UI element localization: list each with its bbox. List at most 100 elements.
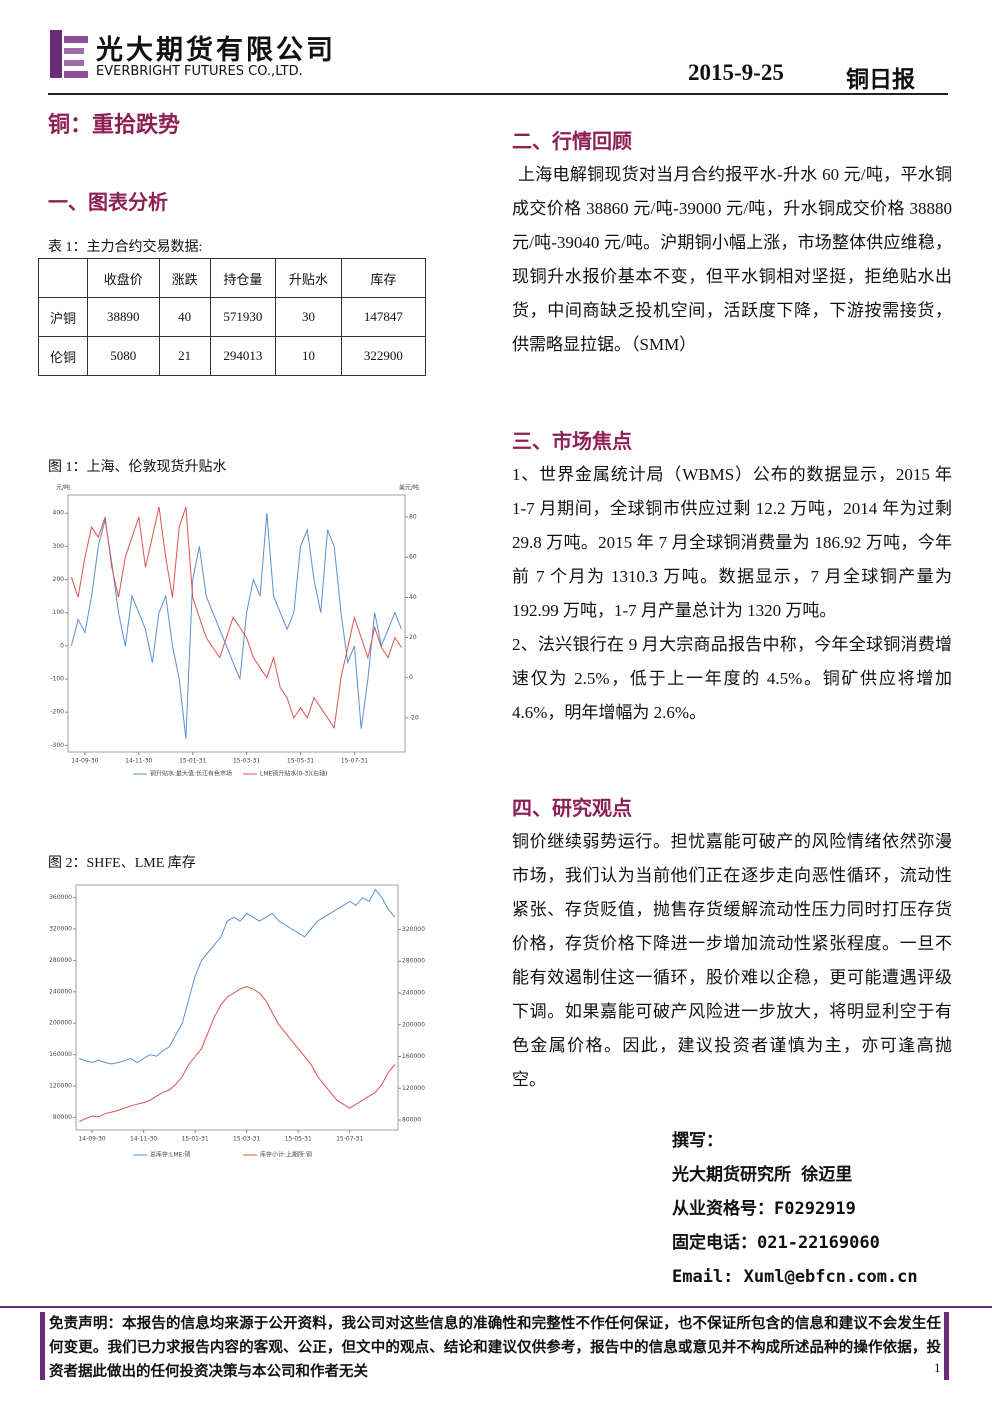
y-tick-label: 320000 <box>49 925 72 932</box>
x-tick-label: 14-09-30 <box>78 1136 105 1143</box>
y-tick-label: 360000 <box>49 894 72 901</box>
footer-rule <box>0 1306 992 1308</box>
figure-caption: 图 2：SHFE、LME 库存 <box>48 856 196 871</box>
x-tick-label: 14-11-30 <box>130 1136 157 1143</box>
disclaimer: 免责声明：本报告的信息均来源于公开资料，我公司对这些信息的准确性和完整性不作任何… <box>49 1316 941 1380</box>
paragraph: 铜价继续弱势运行。担忧嘉能可破产的风险情绪依然弥漫市场，我们认为当前他们正在逐步… <box>512 832 952 1089</box>
column-header: 收盘价 <box>86 258 160 298</box>
company-cn: 光大期货有限公司 <box>96 35 336 65</box>
legend-label: 库存小计:上期所:铜 <box>260 1151 312 1159</box>
logo-bar <box>64 36 88 43</box>
chart: 80000 120000 160000 200000 240000 280000 32000… <box>49 884 425 1159</box>
paragraph: 2、法兴银行在 9 月大宗商品报告中称，今年全球铜消费增速仅为 2.5%，低于上… <box>512 635 952 722</box>
author-block: 撰写： 光大期货研究所 徐迈里 从业资格号：F0292919 固定电话：021-221… <box>672 1124 918 1294</box>
table-caption: 表 1：主力合约交易数据: <box>48 240 203 255</box>
x-tick-label: 15-05-31 <box>285 1136 312 1143</box>
x-tick-label: 15-05-31 <box>287 758 314 765</box>
y2-tick-label: 280000 <box>402 958 425 965</box>
y-tick-label: 120000 <box>49 1083 72 1090</box>
x-tick-label: 15-01-31 <box>182 1136 209 1143</box>
table-cell: 294013 <box>209 336 277 376</box>
legend-label: LME铜升贴水(0-3)(右轴) <box>260 770 327 778</box>
x-tick-label: 15-03-31 <box>233 1136 260 1143</box>
table-cell: 10 <box>275 336 342 376</box>
series-line <box>78 986 396 1123</box>
y2-tick-label: 20 <box>409 634 417 641</box>
x-tick-label: 15-03-31 <box>233 758 260 765</box>
y-tick-label: 200000 <box>49 1020 72 1027</box>
row-header: 伦铜 <box>38 336 88 376</box>
author-line: 光大期货研究所 徐迈里 <box>672 1165 853 1185</box>
logo-bar <box>50 30 62 78</box>
page-number: 1 <box>934 1360 941 1375</box>
x-tick-label: 14-11-30 <box>125 758 152 765</box>
series-line <box>70 506 403 730</box>
y2-tick-label: 320000 <box>402 926 425 933</box>
logo <box>50 30 88 78</box>
table-cell: 147847 <box>340 297 427 337</box>
table-cell: 5080 <box>86 336 160 376</box>
paragraph: 1、世界金属统计局（WBMS）公布的数据显示，2015 年 1-7 月期间，全球… <box>512 465 952 620</box>
author-line: 固定电话：021-22169060 <box>672 1233 880 1253</box>
y-tick-label: -100 <box>50 676 64 683</box>
y-tick-label: 280000 <box>49 957 72 964</box>
section-body: 上海电解铜现货对当月合约报平水-升水 60 元/吨，平水铜成交价格 38860 … <box>512 158 952 362</box>
y-tick-label: -300 <box>50 742 64 749</box>
y-tick-label: -200 <box>50 709 64 716</box>
y-tick-label: 0 <box>60 642 64 649</box>
y-tick-label: 240000 <box>49 988 72 995</box>
section-body: 1、世界金属统计局（WBMS）公布的数据显示，2015 年 1-7 月期间，全球… <box>512 458 952 730</box>
column-header: 持仓量 <box>209 258 277 298</box>
table-cell: 322900 <box>340 336 427 376</box>
author-line: 从业资格号：F0292919 <box>672 1199 856 1219</box>
author-line: Email: Xuml@ebfcn.com.cn <box>672 1267 918 1287</box>
section-heading: 四、研究观点 <box>512 798 632 820</box>
author-line: 撰写： <box>672 1131 723 1151</box>
table-cell: 40 <box>158 297 211 337</box>
x-tick-label: 15-01-31 <box>179 758 206 765</box>
section-heading: 一、图表分析 <box>48 192 168 214</box>
table-row: 收盘价 涨跌 持仓量 升贴水 库存 <box>38 258 427 298</box>
table-row: 伦铜 5080 21 294013 10 322900 <box>38 336 427 376</box>
y-tick-label: 160000 <box>49 1051 72 1058</box>
y2-axis-label: 美元/吨 <box>399 484 419 492</box>
y2-tick-label: 0 <box>409 674 413 681</box>
y2-tick-label: -20 <box>409 714 419 721</box>
section-heading: 二、行情回顾 <box>512 131 632 153</box>
logo-bar <box>64 60 84 66</box>
figure-caption: 图 1：上海、伦敦现货升贴水 <box>48 460 227 475</box>
x-tick-label: 15-07-31 <box>336 1136 363 1143</box>
y2-tick-label: 80000 <box>402 1117 421 1124</box>
x-tick-label: 14-09-30 <box>71 758 98 765</box>
header-rule <box>48 93 948 95</box>
column-header: 升贴水 <box>275 258 342 298</box>
logo-bar <box>64 48 84 54</box>
series-line <box>79 888 396 1065</box>
y-tick-label: 400 <box>53 510 65 517</box>
y-axis-label: 元/吨 <box>56 484 70 492</box>
x-tick-label: 15-07-31 <box>341 758 368 765</box>
table-row: 沪铜 38890 40 571930 30 147847 <box>38 297 427 337</box>
y2-tick-label: 80 <box>409 514 417 521</box>
data-table: 收盘价 涨跌 持仓量 升贴水 库存 沪铜 38890 40 571930 30 147847 伦铜 50… <box>38 258 427 376</box>
legend-label: 铜升贴水:最大值:长江有色市场 <box>150 770 232 778</box>
report-title: 铜：重拾跌势 <box>48 112 181 137</box>
y2-tick-label: 240000 <box>402 990 425 997</box>
logo-bar <box>64 71 88 78</box>
section-heading: 三、市场焦点 <box>512 431 632 453</box>
report-name: 铜日报 <box>846 67 915 92</box>
y2-tick-label: 200000 <box>402 1021 425 1028</box>
table-corner <box>38 258 88 298</box>
y-tick-label: 80000 <box>53 1114 72 1121</box>
section-body: 铜价继续弱势运行。担忧嘉能可破产的风险情绪依然弥漫市场，我们认为当前他们正在逐步… <box>512 825 952 1097</box>
footer-bar <box>40 1312 45 1380</box>
column-header: 库存 <box>340 258 427 298</box>
y-tick-label: 300 <box>53 543 65 550</box>
column-header: 涨跌 <box>158 258 211 298</box>
chart: -300-200-1000100200300400-2002040608014-… <box>50 484 419 778</box>
table-cell: 571930 <box>209 297 277 337</box>
report-date: 2015-9-25 <box>688 60 784 85</box>
plot-frame <box>67 494 406 753</box>
company-en: EVERBRIGHT FUTURES CO.,LTD. <box>96 64 303 79</box>
